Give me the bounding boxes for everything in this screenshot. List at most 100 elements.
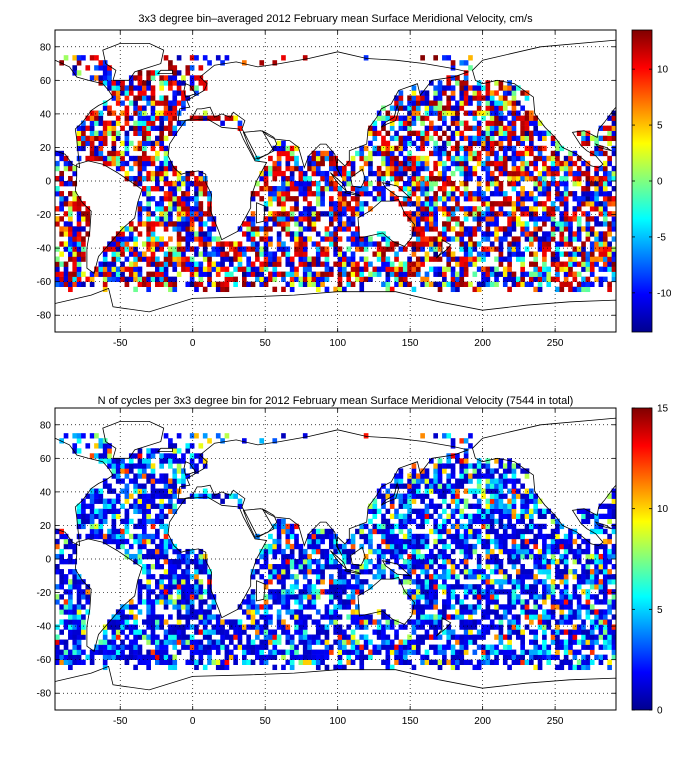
- data-bin: [285, 211, 291, 217]
- data-bin: [168, 639, 173, 645]
- data-bin: [128, 236, 134, 242]
- data-bin: [133, 634, 138, 640]
- data-bin: [381, 175, 386, 182]
- data-bin: [481, 276, 486, 282]
- data-bin: [159, 120, 165, 126]
- data-bin: [124, 619, 130, 625]
- data-bin: [242, 276, 247, 282]
- data-bin: [198, 569, 204, 575]
- data-bin: [302, 644, 308, 650]
- data-bin: [381, 266, 386, 272]
- data-bin: [415, 584, 421, 590]
- data-bin: [72, 246, 78, 252]
- data-bin: [520, 206, 525, 212]
- data-bin: [242, 649, 247, 655]
- data-bin: [429, 241, 434, 247]
- data-bin: [563, 276, 569, 282]
- data-bin: [146, 85, 151, 91]
- data-bin: [272, 266, 278, 272]
- data-bin: [168, 236, 173, 242]
- data-bin: [150, 125, 156, 131]
- data-bin: [398, 160, 404, 167]
- data-bin: [420, 165, 425, 172]
- data-bin: [446, 659, 452, 665]
- data-bin: [168, 216, 173, 222]
- data-bin: [207, 191, 212, 197]
- data-bin: [450, 286, 456, 293]
- data-bin: [385, 634, 391, 640]
- data-bin: [350, 271, 356, 277]
- data-bin: [411, 201, 417, 207]
- data-bin: [463, 266, 469, 272]
- data-bin: [446, 639, 452, 645]
- data-bin: [189, 281, 195, 287]
- data-bin: [328, 231, 334, 237]
- data-bin: [511, 186, 517, 192]
- data-bin: [472, 226, 478, 232]
- data-bin: [272, 251, 278, 257]
- data-bin: [263, 553, 269, 560]
- data-bin: [120, 644, 125, 650]
- data-bin: [141, 564, 147, 570]
- data-bin: [120, 150, 125, 157]
- data-bin: [155, 559, 160, 565]
- data-bin: [185, 443, 191, 449]
- data-bin: [389, 503, 395, 509]
- data-bin: [463, 241, 469, 247]
- data-bin: [198, 614, 204, 620]
- data-bin: [302, 639, 308, 645]
- data-bin: [415, 639, 421, 645]
- data-bin: [302, 186, 308, 192]
- data-bin: [424, 468, 430, 474]
- data-bin: [211, 624, 217, 630]
- data-bin: [559, 286, 565, 293]
- data-bin: [342, 251, 347, 257]
- data-bin: [533, 186, 539, 192]
- data-bin: [111, 533, 117, 540]
- data-bin: [472, 261, 478, 267]
- data-bin: [459, 559, 465, 565]
- data-bin: [194, 614, 199, 620]
- data-bin: [542, 170, 547, 177]
- data-bin: [476, 95, 482, 101]
- data-bin: [411, 483, 417, 489]
- data-bin: [368, 649, 373, 655]
- data-bin: [333, 261, 338, 267]
- data-bin: [376, 175, 382, 182]
- data-bin: [529, 251, 534, 257]
- data-bin: [146, 599, 151, 605]
- data-bin: [172, 458, 178, 464]
- data-bin: [437, 256, 443, 262]
- data-bin: [446, 281, 452, 287]
- data-bin: [446, 553, 452, 560]
- data-bin: [176, 231, 182, 237]
- data-bin: [415, 256, 421, 262]
- data-bin: [411, 170, 417, 177]
- data-bin: [141, 191, 147, 197]
- data-bin: [398, 624, 404, 630]
- data-bin: [563, 241, 569, 247]
- data-bin: [155, 221, 160, 227]
- data-bin: [202, 115, 208, 121]
- data-bin: [398, 644, 404, 650]
- data-bin: [311, 589, 317, 595]
- data-bin: [459, 256, 465, 262]
- data-bin: [202, 286, 208, 293]
- data-bin: [176, 559, 182, 565]
- data-bin: [455, 659, 460, 665]
- data-bin: [568, 266, 573, 272]
- data-bin: [133, 649, 138, 655]
- data-bin: [433, 569, 438, 575]
- data-bin: [185, 569, 191, 575]
- data-bin: [494, 246, 499, 252]
- data-bin: [576, 196, 582, 202]
- data-bin: [389, 543, 395, 550]
- data-bin: [446, 206, 452, 212]
- data-bin: [172, 80, 178, 86]
- data-bin: [381, 553, 386, 560]
- data-bin: [255, 246, 260, 252]
- data-bin: [246, 624, 251, 630]
- data-bin: [589, 181, 595, 187]
- data-bin: [137, 90, 143, 96]
- data-bin: [124, 140, 130, 147]
